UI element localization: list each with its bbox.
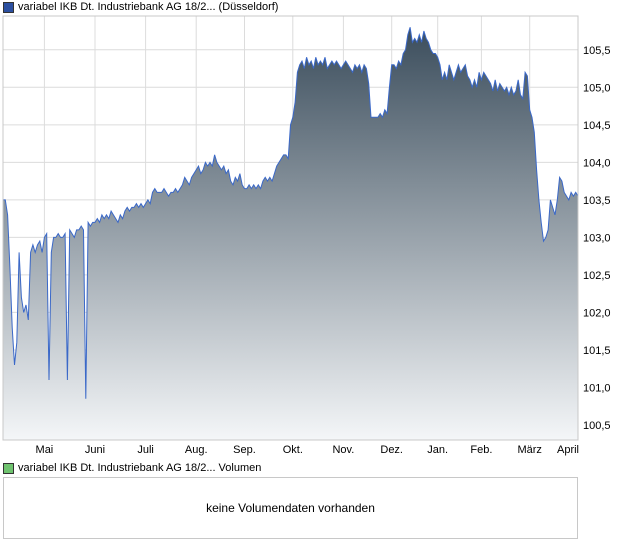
x-tick-label: Jan. [427,444,448,456]
x-tick-label: Juni [85,444,105,456]
price-legend: variabel IKB Dt. Industriebank AG 18/2..… [3,0,278,14]
y-tick-label: 101,0 [583,382,611,394]
no-volume-message: keine Volumendaten vorhanden [206,501,375,515]
y-tick-label: 103,0 [583,232,611,244]
y-tick-label: 101,5 [583,345,611,357]
x-tick-label: Juli [137,444,154,456]
x-tick-label: Nov. [332,444,354,456]
x-tick-label: April [557,444,579,456]
y-tick-label: 100,5 [583,420,611,432]
y-tick-label: 102,0 [583,307,611,319]
x-tick-label: Sep. [233,444,256,456]
price-legend-swatch [3,1,14,13]
price-area [3,27,578,440]
y-tick-label: 103,5 [583,195,611,207]
y-axis-ticks: 100,5 101,0 101,5 102,0 102,5 103,0 103,5 104,0… [583,45,611,432]
volume-legend-label: variabel IKB Dt. Industriebank AG 18/2..… [18,462,262,474]
price-chart: 100,5 101,0 101,5 102,0 102,5 103,0 103,5 104,0… [2,15,611,456]
x-tick-label: Dez. [380,444,403,456]
y-tick-label: 102,5 [583,270,611,282]
x-tick-label: Aug. [185,444,208,456]
x-axis-ticks: Mai Juni Juli Aug. Sep. Okt. Nov. Dez. Jan. Feb. M… [36,444,579,456]
y-tick-label: 105,0 [583,82,611,94]
volume-panel: keine Volumendaten vorhanden [3,477,578,539]
plot-frame [2,15,579,441]
price-line [3,27,578,399]
y-tick-label: 104,0 [583,157,611,169]
volume-legend-swatch [3,462,14,474]
x-tick-label: März [517,444,541,456]
volume-legend: variabel IKB Dt. Industriebank AG 18/2..… [3,461,261,475]
x-tick-label: Feb. [470,444,492,456]
x-tick-label: Okt. [283,444,303,456]
price-legend-label: variabel IKB Dt. Industriebank AG 18/2..… [18,1,279,13]
y-tick-label: 104,5 [583,120,611,132]
x-tick-label: Mai [36,444,54,456]
y-tick-label: 105,5 [583,45,611,57]
